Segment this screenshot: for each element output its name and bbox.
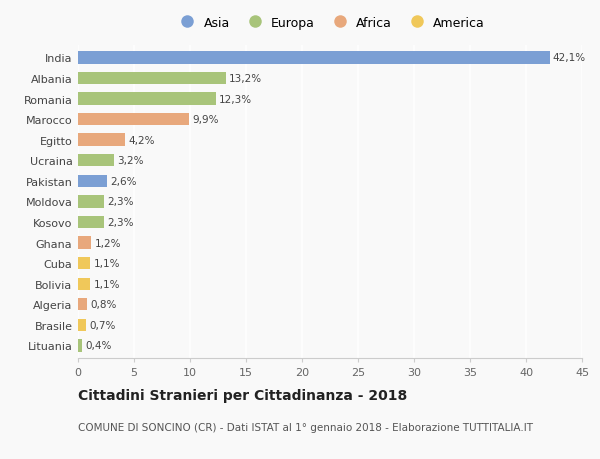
Text: 0,4%: 0,4% (86, 341, 112, 351)
Text: 42,1%: 42,1% (553, 53, 586, 63)
Bar (78, 73, 226, 85)
Legend: Asia, Europa, Africa, America: Asia, Europa, Africa, America (170, 11, 490, 34)
Bar (78, 155, 114, 167)
Bar (78, 52, 550, 64)
Text: Cittadini Stranieri per Cittadinanza - 2018: Cittadini Stranieri per Cittadinanza - 2… (78, 388, 407, 402)
Text: 0,7%: 0,7% (89, 320, 116, 330)
Bar (78, 93, 216, 106)
Text: 3,2%: 3,2% (117, 156, 144, 166)
Bar (78, 278, 91, 290)
Text: 1,1%: 1,1% (94, 279, 120, 289)
Text: 0,8%: 0,8% (91, 300, 116, 310)
Text: 2,3%: 2,3% (107, 197, 134, 207)
Bar (78, 340, 82, 352)
Text: 12,3%: 12,3% (219, 94, 252, 104)
Bar (78, 134, 125, 146)
Text: 13,2%: 13,2% (229, 74, 262, 84)
Bar (78, 196, 104, 208)
Text: 1,1%: 1,1% (94, 258, 120, 269)
Text: 1,2%: 1,2% (95, 238, 121, 248)
Bar (78, 114, 189, 126)
Bar (78, 237, 91, 249)
Bar (78, 319, 86, 331)
Bar (78, 216, 104, 229)
Text: 9,9%: 9,9% (192, 115, 219, 125)
Text: 2,3%: 2,3% (107, 218, 134, 228)
Bar (78, 175, 107, 188)
Text: 2,6%: 2,6% (110, 176, 137, 186)
Text: 4,2%: 4,2% (128, 135, 155, 146)
Bar (78, 257, 91, 270)
Bar (78, 298, 87, 311)
Text: COMUNE DI SONCINO (CR) - Dati ISTAT al 1° gennaio 2018 - Elaborazione TUTTITALIA: COMUNE DI SONCINO (CR) - Dati ISTAT al 1… (78, 422, 533, 432)
